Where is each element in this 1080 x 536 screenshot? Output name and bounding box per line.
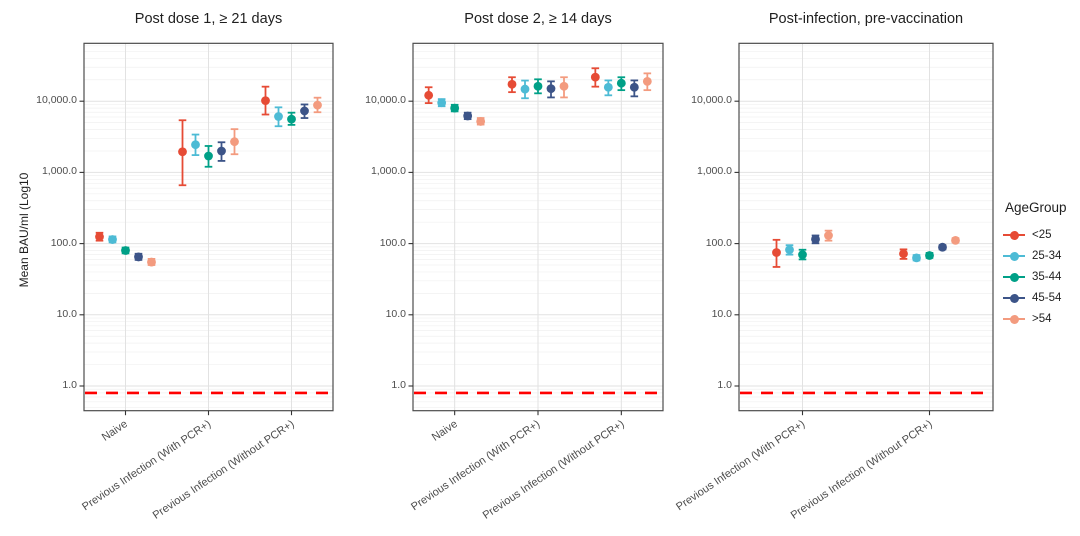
data-point	[147, 257, 156, 267]
y-tick-label: 10.0	[711, 307, 732, 320]
panel-border	[83, 42, 334, 412]
data-point	[824, 231, 833, 240]
data-point	[261, 96, 270, 105]
y-tick-label: 10,000.0	[691, 94, 732, 107]
data-point	[772, 248, 781, 257]
data-point	[533, 81, 543, 91]
data-point	[95, 232, 104, 242]
legend-key-icon	[1003, 291, 1025, 305]
y-tick-label: 100.0	[379, 236, 406, 249]
legend-key-icon	[1003, 249, 1025, 263]
legend-key-icon	[1003, 312, 1025, 326]
data-point	[925, 251, 934, 260]
legend-label: >54	[1032, 312, 1052, 325]
data-point	[134, 252, 143, 262]
legend-item: 25-34	[1003, 245, 1080, 266]
data-point	[785, 245, 794, 255]
y-tick-label: 100.0	[50, 236, 77, 249]
legend-items: <25 25-34 35-44 45-54 >54	[1003, 224, 1080, 329]
legend-label: <25	[1032, 228, 1052, 241]
data-point	[463, 111, 473, 121]
legend: AgeGroup <25 25-34 35-44 45-54 >54	[1003, 200, 1080, 329]
legend-key-icon	[1003, 228, 1025, 242]
legend-dot	[1010, 230, 1019, 240]
panel-border	[412, 42, 664, 412]
legend-label: 25-34	[1032, 249, 1062, 262]
data-point	[204, 151, 213, 161]
data-point	[912, 253, 921, 263]
data-point	[629, 82, 639, 92]
y-tick-label: 100.0	[705, 236, 732, 249]
y-tick-label: 1.0	[717, 379, 732, 391]
y-tick-label: 10,000.0	[36, 94, 77, 107]
data-point	[590, 72, 600, 82]
legend-item: 45-54	[1003, 287, 1080, 308]
y-tick-label: 10,000.0	[365, 94, 406, 107]
data-point	[616, 78, 626, 88]
y-tick-label: 1,000.0	[370, 165, 406, 178]
data-point	[951, 235, 960, 245]
panel-title-post-dose-2: Post dose 2, ≥ 14 days	[464, 11, 612, 27]
y-tick-label: 1,000.0	[41, 165, 77, 178]
data-point	[191, 140, 200, 150]
data-point	[300, 106, 309, 116]
data-point	[507, 79, 517, 89]
data-point	[559, 81, 569, 91]
data-point	[476, 117, 486, 126]
data-point	[798, 250, 807, 260]
data-point	[313, 100, 322, 110]
panel-title-post-dose-1: Post dose 1, ≥ 21 days	[134, 11, 283, 27]
data-point	[938, 242, 947, 252]
legend-label: 45-54	[1032, 291, 1062, 304]
data-point	[899, 249, 908, 259]
legend-key-icon	[1003, 270, 1025, 284]
y-tick-label: 1.0	[391, 379, 406, 391]
data-point	[230, 137, 239, 147]
data-point	[811, 234, 820, 244]
y-tick-label: 10.0	[385, 307, 406, 320]
data-point	[274, 112, 283, 121]
y-tick-label: 1,000.0	[696, 165, 732, 178]
legend-title: AgeGroup	[1005, 200, 1067, 215]
data-point	[450, 103, 460, 113]
y-tick-label: 10.0	[56, 307, 77, 320]
y-axis-title: Mean BAU/ml (Log10	[17, 172, 31, 288]
data-point	[424, 90, 434, 100]
legend-dot	[1010, 314, 1019, 324]
data-point	[178, 147, 187, 157]
data-point	[546, 84, 556, 94]
data-point	[642, 76, 652, 86]
data-point	[121, 246, 130, 255]
legend-dot	[1010, 251, 1019, 261]
legend-label: 35-44	[1032, 270, 1062, 283]
y-tick-label: 1.0	[62, 379, 77, 391]
panel-background	[739, 43, 993, 411]
panel-border	[738, 42, 994, 412]
legend-dot	[1010, 272, 1019, 282]
data-point	[437, 98, 447, 108]
data-point	[108, 235, 117, 244]
legend-item: 35-44	[1003, 266, 1080, 287]
panel-title-post-infection: Post-infection, pre-vaccination	[768, 11, 964, 27]
data-point	[287, 114, 296, 124]
data-point	[603, 82, 613, 92]
legend-item: <25	[1003, 224, 1080, 245]
data-point	[520, 84, 530, 94]
legend-dot	[1010, 293, 1019, 303]
legend-item: >54	[1003, 308, 1080, 329]
data-point	[217, 146, 226, 156]
